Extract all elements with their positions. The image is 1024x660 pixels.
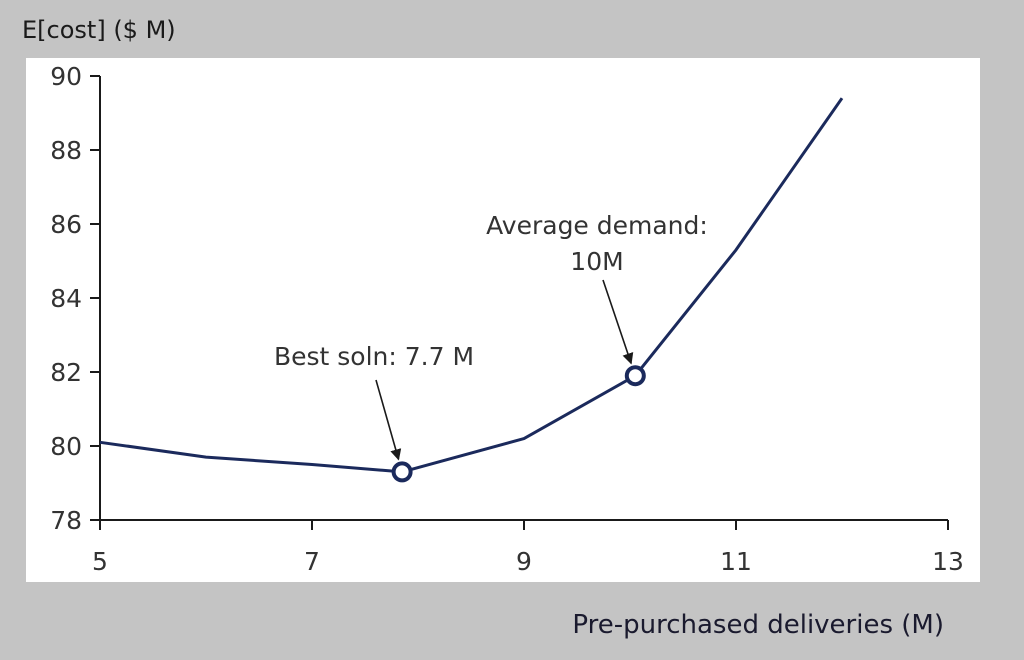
highlight-marker <box>391 461 413 483</box>
y-tick-label: 84 <box>50 284 82 313</box>
annotation-text: Average demand: <box>486 211 708 240</box>
y-tick-label: 82 <box>50 358 82 387</box>
y-tick-label: 88 <box>50 136 82 165</box>
x-axis-label: Pre-purchased deliveries (M) <box>572 610 944 640</box>
annotation-layer: Best soln: 7.7 M Average demand: 10M <box>274 211 708 461</box>
annotation-arrow <box>602 279 634 365</box>
x-tick-label: 11 <box>720 547 752 576</box>
plot-background <box>26 58 980 582</box>
highlight-marker <box>624 365 646 387</box>
series-layer <box>99 97 844 483</box>
x-tick-label: 7 <box>304 547 320 576</box>
y-tick-label: 86 <box>50 210 82 239</box>
y-tick-label: 80 <box>50 432 82 461</box>
y-tick-label: 78 <box>50 506 82 535</box>
annotation-arrow <box>375 379 402 461</box>
series-line <box>99 97 844 474</box>
y-axis-label: E[cost] ($ M) <box>22 16 176 44</box>
annotation-text: 10M <box>570 247 623 276</box>
annotation-text: Best soln: 7.7 M <box>274 342 474 371</box>
x-tick-label: 13 <box>932 547 964 576</box>
axes: 78 80 82 84 86 88 90 5 7 9 11 13 <box>50 62 964 576</box>
y-tick-label: 90 <box>50 62 82 91</box>
x-tick-label: 9 <box>516 547 532 576</box>
x-tick-label: 5 <box>92 547 108 576</box>
